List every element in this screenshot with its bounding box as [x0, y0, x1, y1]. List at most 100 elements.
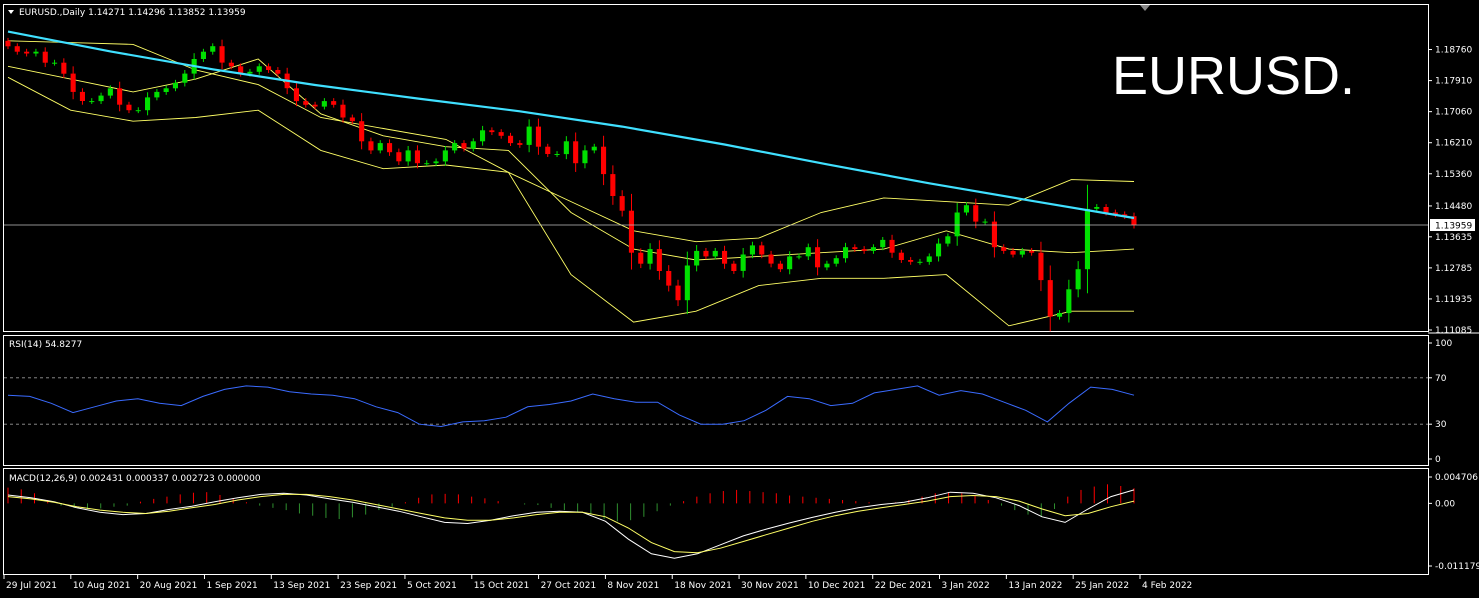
candle-body — [638, 252, 644, 264]
candle-body — [656, 249, 662, 271]
candle-body — [89, 101, 95, 103]
candle-body — [1112, 212, 1118, 215]
candle-body — [591, 146, 597, 151]
macd-panel-frame — [3, 468, 1429, 575]
current-price-label: 1.13959 — [1435, 222, 1472, 232]
candle-body — [256, 66, 262, 72]
macd-signal-line — [7, 493, 1135, 554]
candle-body — [480, 130, 486, 142]
candle-body — [1029, 250, 1035, 253]
candle-body — [610, 174, 616, 196]
candle-body — [684, 265, 690, 301]
candle-body — [731, 263, 737, 271]
date-tick-label: 29 Jul 2021 — [6, 581, 57, 591]
candle-body — [377, 143, 383, 151]
candle-body — [33, 51, 39, 54]
candle-body — [759, 245, 765, 255]
bollinger-middle-line — [7, 58, 1135, 261]
main-plot — [4, 30, 1428, 332]
rsi-tick-label: 70 — [1435, 374, 1447, 384]
candle-body — [396, 152, 402, 162]
candle-body — [954, 212, 960, 237]
date-tick-label: 18 Nov 2021 — [674, 581, 732, 591]
candle-body — [675, 285, 681, 301]
candle-body — [219, 46, 225, 63]
date-tick-label: 5 Oct 2021 — [407, 581, 457, 591]
candle-body — [1103, 207, 1109, 213]
candle-body — [489, 130, 495, 133]
candle-body — [293, 88, 299, 102]
candle-body — [154, 91, 160, 98]
candle-body — [926, 256, 932, 262]
candle-body — [870, 247, 876, 251]
candle-body — [61, 62, 67, 74]
candle-body — [991, 221, 997, 248]
candle-body — [163, 88, 169, 92]
date-tick-label: 22 Dec 2021 — [875, 581, 933, 591]
candle-body — [340, 104, 346, 118]
candle-body — [98, 95, 104, 102]
candle-body — [1075, 269, 1081, 290]
candle-body — [117, 88, 123, 105]
candle-body — [387, 143, 393, 153]
date-tick-label: 27 Oct 2021 — [541, 581, 597, 591]
date-tick-label: 10 Dec 2021 — [808, 581, 866, 591]
candle-body — [917, 261, 923, 263]
candle-body — [787, 256, 793, 270]
candle-body — [526, 126, 532, 145]
moving-average-line — [7, 30, 1135, 220]
chart-header[interactable]: EURUSD.,Daily 1.14271 1.14296 1.13852 1.… — [8, 8, 246, 18]
candle-body — [982, 221, 988, 223]
date-tick-label: 13 Jan 2022 — [1008, 581, 1062, 591]
price-tick-label: 1.11085 — [1435, 326, 1472, 336]
candle-body — [963, 205, 969, 213]
candle-body — [70, 73, 76, 92]
date-tick-label: 10 Aug 2021 — [73, 581, 131, 591]
macd-tick-label: 0.00 — [1435, 499, 1455, 509]
macd-tick-label: -0.011179 — [1435, 562, 1479, 572]
candle-body — [107, 88, 113, 96]
candle-body — [796, 256, 802, 258]
date-tick-label: 15 Oct 2021 — [474, 581, 530, 591]
candle-body — [1094, 207, 1100, 209]
candle-body — [1010, 250, 1016, 255]
candle-body — [1084, 208, 1090, 270]
scroll-marker-icon[interactable] — [1140, 5, 1150, 11]
candle-body — [945, 236, 951, 244]
rsi-label: RSI(14) 54.8277 — [9, 340, 82, 350]
candle-body — [563, 141, 569, 155]
candle-body — [582, 150, 588, 164]
candle-body — [210, 46, 216, 52]
candle-body — [880, 239, 886, 248]
candle-body — [1047, 280, 1053, 317]
macd-tick-label: 0.004706 — [1435, 473, 1478, 483]
candle-body — [722, 250, 728, 264]
candle-body — [52, 62, 58, 64]
bollinger-lower-line — [7, 76, 1134, 327]
candle-body — [628, 210, 634, 253]
candle-body — [424, 163, 430, 165]
candle-body — [666, 271, 672, 286]
rsi-tick-label: 0 — [1435, 455, 1441, 465]
candle-body — [126, 104, 132, 111]
candle-body — [442, 150, 448, 162]
candle-body — [321, 101, 327, 107]
date-tick-label: 4 Feb 2022 — [1142, 581, 1192, 591]
chevron-down-icon[interactable] — [8, 10, 14, 14]
candle-body — [1122, 214, 1128, 217]
price-tick-label: 1.14480 — [1435, 202, 1472, 212]
candle-body — [824, 263, 830, 268]
candle-body — [266, 66, 272, 70]
candle-body — [749, 245, 755, 255]
candle-body — [359, 121, 365, 142]
candle-body — [172, 82, 178, 89]
price-tick-label: 1.13635 — [1435, 233, 1472, 243]
candle-body — [619, 196, 625, 211]
candle-body — [414, 150, 420, 164]
candle-body — [405, 150, 411, 162]
price-tick-label: 1.16210 — [1435, 139, 1472, 149]
candle-body — [861, 249, 867, 251]
candle-body — [368, 141, 374, 151]
candle-body — [145, 97, 151, 111]
candle-body — [805, 247, 811, 257]
